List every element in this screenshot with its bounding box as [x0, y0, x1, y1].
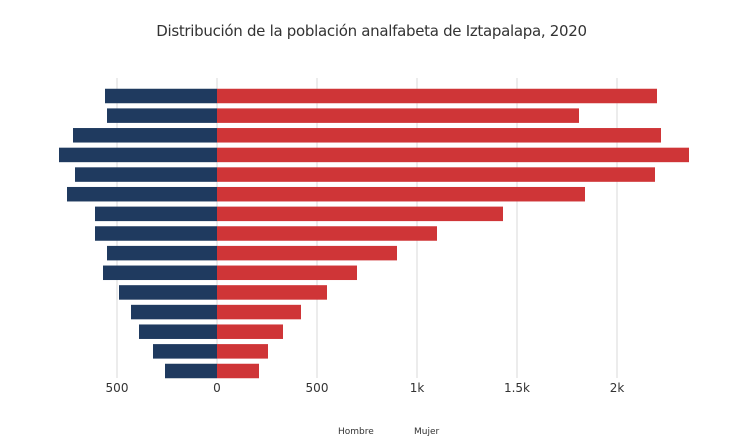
bar-hombre	[103, 265, 217, 281]
bar-hombre	[153, 344, 217, 359]
bar-mujer	[217, 324, 283, 339]
bar-mujer	[217, 226, 437, 241]
bar-mujer	[217, 344, 268, 359]
x-tick-label: 500	[306, 381, 329, 395]
bar-hombre	[107, 108, 217, 123]
bar-mujer	[217, 186, 585, 202]
x-axis: 500 0 500 1k 1.5k 2k	[106, 381, 625, 395]
x-tick-label: 1.5k	[504, 381, 530, 395]
legend: Hombre Mujer	[338, 427, 440, 437]
bar-mujer	[217, 147, 689, 163]
bar-hombre	[119, 285, 217, 300]
bar-mujer	[217, 206, 503, 222]
bar-mujer	[217, 265, 357, 281]
bar-hombre	[73, 128, 217, 143]
bar-hombre	[59, 147, 217, 163]
chart-title: Distribución de la población analfabeta …	[156, 22, 587, 40]
bar-mujer	[217, 245, 397, 261]
bar-mujer	[217, 363, 259, 379]
bar-hombre	[107, 245, 217, 261]
bar-hombre	[67, 186, 217, 202]
bar-hombre	[95, 206, 217, 222]
bar-hombre	[139, 324, 217, 339]
bar-mujer	[217, 304, 301, 320]
x-tick-label: 2k	[610, 381, 625, 395]
x-tick-label: 500	[106, 381, 129, 395]
bar-hombre	[95, 226, 217, 241]
legend-item: Hombre	[338, 427, 374, 437]
bar-mujer	[217, 285, 327, 300]
x-tick-label: 1k	[410, 381, 425, 395]
x-tick-label: 0	[213, 381, 221, 395]
bar-mujer	[217, 167, 655, 182]
bar-hombre	[131, 304, 217, 320]
bar-mujer	[217, 128, 661, 143]
bars	[59, 88, 689, 379]
bar-hombre	[105, 88, 217, 104]
bar-hombre	[165, 363, 217, 379]
bar-mujer	[217, 88, 657, 104]
legend-item: Mujer	[414, 427, 440, 437]
bar-hombre	[75, 167, 217, 182]
bar-mujer	[217, 108, 579, 123]
